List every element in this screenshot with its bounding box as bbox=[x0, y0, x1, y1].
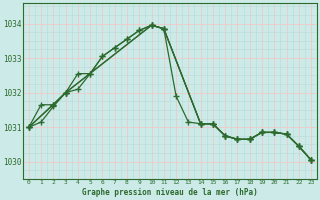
X-axis label: Graphe pression niveau de la mer (hPa): Graphe pression niveau de la mer (hPa) bbox=[82, 188, 258, 197]
